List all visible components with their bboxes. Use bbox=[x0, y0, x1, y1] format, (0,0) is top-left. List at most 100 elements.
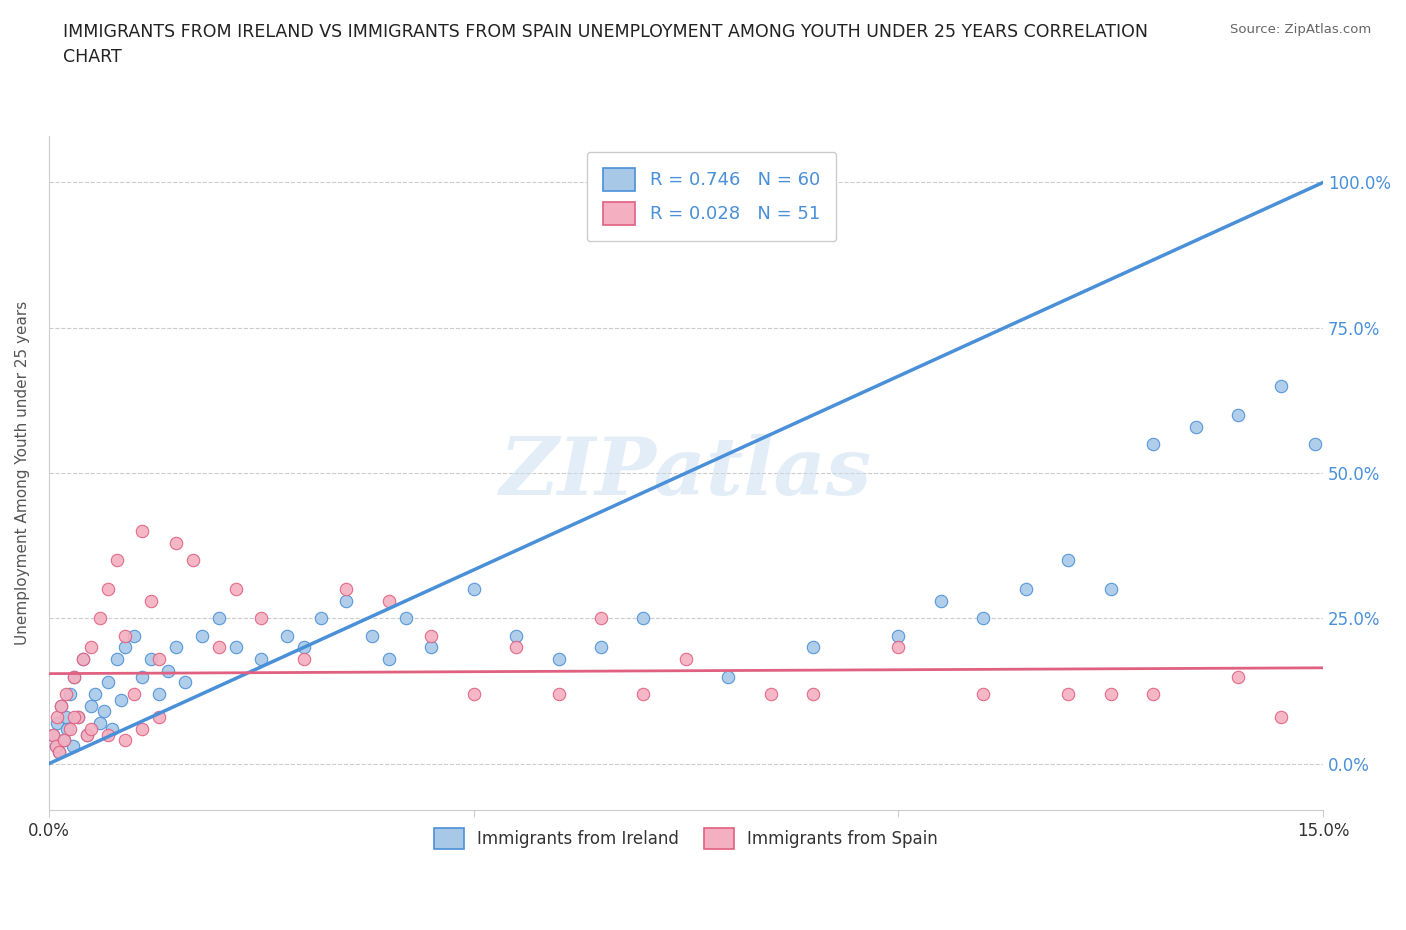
Point bbox=[463, 686, 485, 701]
Point bbox=[89, 611, 111, 626]
Point bbox=[59, 722, 82, 737]
Point bbox=[114, 733, 136, 748]
Point bbox=[1303, 436, 1326, 451]
Point bbox=[463, 582, 485, 597]
Point bbox=[1142, 686, 1164, 701]
Point bbox=[148, 686, 170, 701]
Point bbox=[1227, 407, 1250, 422]
Point bbox=[110, 692, 132, 707]
Point bbox=[803, 640, 825, 655]
Point bbox=[131, 722, 153, 737]
Point bbox=[51, 698, 73, 713]
Point bbox=[1099, 582, 1122, 597]
Point bbox=[55, 686, 77, 701]
Point bbox=[55, 710, 77, 724]
Point bbox=[67, 710, 90, 724]
Point bbox=[394, 611, 416, 626]
Point bbox=[122, 686, 145, 701]
Point bbox=[377, 593, 399, 608]
Point bbox=[80, 640, 103, 655]
Point bbox=[377, 652, 399, 667]
Point bbox=[1270, 710, 1292, 724]
Point bbox=[675, 652, 697, 667]
Point bbox=[547, 686, 569, 701]
Text: ZIPatlas: ZIPatlas bbox=[501, 434, 872, 512]
Point bbox=[105, 652, 128, 667]
Point bbox=[972, 686, 994, 701]
Point bbox=[292, 640, 315, 655]
Point bbox=[190, 629, 212, 644]
Point bbox=[1142, 436, 1164, 451]
Point bbox=[42, 727, 65, 742]
Point bbox=[292, 652, 315, 667]
Point bbox=[89, 715, 111, 730]
Point bbox=[46, 710, 69, 724]
Point bbox=[139, 652, 162, 667]
Point bbox=[208, 640, 231, 655]
Point bbox=[309, 611, 332, 626]
Point bbox=[972, 611, 994, 626]
Point bbox=[1015, 582, 1038, 597]
Y-axis label: Unemployment Among Youth under 25 years: Unemployment Among Youth under 25 years bbox=[15, 301, 30, 645]
Point bbox=[181, 552, 204, 567]
Point bbox=[72, 652, 94, 667]
Point bbox=[250, 611, 273, 626]
Point bbox=[1270, 379, 1292, 393]
Point bbox=[62, 738, 84, 753]
Point bbox=[97, 582, 120, 597]
Point bbox=[63, 669, 86, 684]
Point bbox=[76, 727, 98, 742]
Point bbox=[148, 710, 170, 724]
Point bbox=[717, 669, 740, 684]
Point bbox=[53, 733, 76, 748]
Point bbox=[335, 593, 357, 608]
Point bbox=[131, 669, 153, 684]
Point bbox=[589, 611, 612, 626]
Point bbox=[63, 669, 86, 684]
Text: Source: ZipAtlas.com: Source: ZipAtlas.com bbox=[1230, 23, 1371, 36]
Point bbox=[335, 582, 357, 597]
Point bbox=[360, 629, 382, 644]
Point bbox=[45, 738, 67, 753]
Legend: Immigrants from Ireland, Immigrants from Spain: Immigrants from Ireland, Immigrants from… bbox=[427, 821, 945, 856]
Point bbox=[42, 727, 65, 742]
Point bbox=[208, 611, 231, 626]
Point bbox=[45, 738, 67, 753]
Point bbox=[101, 722, 124, 737]
Point bbox=[76, 727, 98, 742]
Point bbox=[105, 552, 128, 567]
Point bbox=[72, 652, 94, 667]
Point bbox=[139, 593, 162, 608]
Point bbox=[276, 629, 298, 644]
Point bbox=[1057, 552, 1080, 567]
Point bbox=[803, 686, 825, 701]
Point bbox=[420, 629, 443, 644]
Point bbox=[887, 640, 910, 655]
Point bbox=[1184, 419, 1206, 434]
Point bbox=[420, 640, 443, 655]
Point bbox=[46, 715, 69, 730]
Point bbox=[633, 686, 655, 701]
Point bbox=[122, 629, 145, 644]
Point bbox=[505, 629, 527, 644]
Text: IMMIGRANTS FROM IRELAND VS IMMIGRANTS FROM SPAIN UNEMPLOYMENT AMONG YOUTH UNDER : IMMIGRANTS FROM IRELAND VS IMMIGRANTS FR… bbox=[63, 23, 1149, 66]
Point bbox=[547, 652, 569, 667]
Point bbox=[51, 698, 73, 713]
Point bbox=[173, 675, 195, 690]
Point bbox=[887, 629, 910, 644]
Point bbox=[80, 722, 103, 737]
Point bbox=[505, 640, 527, 655]
Point bbox=[250, 652, 273, 667]
Point bbox=[1227, 669, 1250, 684]
Point bbox=[1099, 686, 1122, 701]
Point bbox=[53, 733, 76, 748]
Point bbox=[165, 536, 187, 551]
Point bbox=[156, 663, 179, 678]
Point bbox=[114, 640, 136, 655]
Point bbox=[63, 710, 86, 724]
Point bbox=[84, 686, 107, 701]
Point bbox=[131, 524, 153, 538]
Point bbox=[48, 745, 70, 760]
Point bbox=[225, 640, 247, 655]
Point bbox=[56, 722, 79, 737]
